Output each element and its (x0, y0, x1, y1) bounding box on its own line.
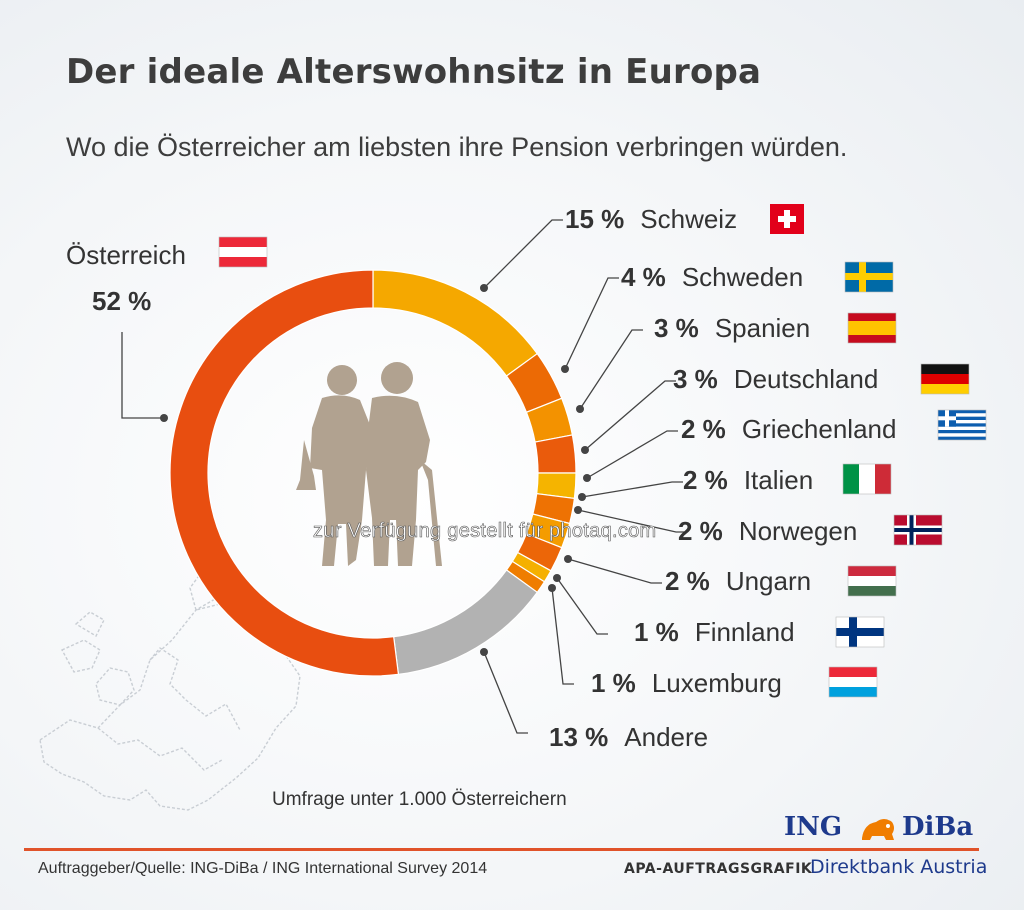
label-austria-name: Österreich (66, 240, 186, 270)
leader-line-schweden (564, 277, 619, 370)
label-value-italien: 2 % (683, 465, 728, 495)
slice-deutschland (534, 434, 577, 474)
ing-diba-logo: ING DiBa (784, 812, 984, 848)
chart-title: Der ideale Alterswohnsitz in Europa (66, 52, 762, 92)
sweden-flag (844, 261, 894, 293)
label-name-norwegen: Norwegen (739, 516, 858, 546)
label-name-finnland: Finnland (695, 617, 795, 647)
leader-line-ungarn (567, 558, 662, 584)
label-deutschland: 3 % Deutschland (673, 364, 878, 394)
slice-andere (393, 569, 539, 676)
chart-subtitle: Wo die Österreicher am liebsten ihre Pen… (66, 132, 848, 162)
label-value-spanien: 3 % (654, 313, 699, 343)
leader-line-andere (483, 651, 528, 734)
brand-ing: ING (784, 812, 843, 842)
leader-line-norwegen (577, 509, 687, 533)
germany-flag (920, 363, 970, 395)
label-name-schweden: Schweden (682, 262, 803, 292)
italy-flag (842, 463, 892, 495)
label-value-schweiz: 15 % (565, 204, 624, 234)
label-name-schweiz: Schweiz (640, 204, 737, 234)
label-value-griechenland: 2 % (681, 414, 726, 444)
label-name-andere: Andere (624, 722, 708, 752)
label-italien: 2 % Italien (683, 465, 813, 495)
norway-flag (893, 514, 943, 546)
brand-subline: Direktbank Austria (810, 856, 988, 878)
slice-labels: 15 % Schweiz 4 % Schweden 3 % Spanien 3 % Deuts… (549, 204, 896, 752)
label-luxemburg: 1 % Luxemburg (591, 668, 782, 698)
label-value-deutschland: 3 % (673, 364, 718, 394)
slice-schweiz (372, 269, 539, 377)
label-ungarn: 2 % Ungarn (665, 566, 811, 596)
label-finnland: 1 % Finnland (634, 617, 795, 647)
label-name-spanien: Spanien (715, 313, 810, 343)
flags (218, 204, 987, 698)
donut-slices (169, 269, 577, 677)
label-value-andere: 13 % (549, 722, 608, 752)
leader-line-italien (581, 481, 683, 498)
hungary-flag (847, 565, 897, 597)
label-schweden: 4 % Schweden (621, 262, 803, 292)
leader-line-luxemburg (551, 587, 574, 685)
leader-line-finnland (556, 577, 608, 635)
label-name-italien: Italien (744, 465, 813, 495)
spain-flag (847, 312, 897, 344)
elderly-couple-icon (296, 362, 442, 566)
finland-flag (835, 616, 885, 648)
greece-flag (937, 409, 987, 441)
brand-diba: DiBa (902, 812, 974, 842)
leader-line-schweiz (483, 219, 563, 289)
label-norwegen: 2 % Norwegen (678, 516, 857, 546)
leader-line-österreich (121, 332, 164, 419)
luxembourg-flag (828, 666, 878, 698)
label-name-griechenland: Griechenland (742, 414, 897, 444)
leader-line-spanien (579, 329, 643, 410)
label-value-norwegen: 2 % (678, 516, 723, 546)
label-name-luxemburg: Luxemburg (652, 668, 782, 698)
label-andere: 13 % Andere (549, 722, 708, 752)
footer-divider (24, 848, 979, 851)
leader-lines (121, 219, 687, 734)
label-value-ungarn: 2 % (665, 566, 710, 596)
leader-line-griechenland (586, 430, 678, 479)
label-austria-pct: 52 % (92, 286, 151, 316)
label-value-luxemburg: 1 % (591, 668, 636, 698)
source-note: Auftraggeber/Quelle: ING-DiBa / ING Inte… (38, 860, 488, 877)
slice-österreich (169, 269, 400, 677)
survey-note: Umfrage unter 1.000 Österreichern (272, 789, 567, 810)
label-name-ungarn: Ungarn (726, 566, 811, 596)
watermark: zur Verfügung gestellt für photaq.com (313, 520, 657, 543)
switzerland-flag (770, 204, 804, 234)
leader-line-deutschland (584, 380, 676, 451)
apa-credit: APA-AUFTRAGSGRAFIK (624, 861, 813, 877)
lion-icon (862, 819, 894, 840)
label-schweiz: 15 % Schweiz (565, 204, 737, 234)
austria-flag (218, 236, 268, 268)
label-griechenland: 2 % Griechenland (681, 414, 896, 444)
label-name-deutschland: Deutschland (734, 364, 879, 394)
label-spanien: 3 % Spanien (654, 313, 810, 343)
label-value-finnland: 1 % (634, 617, 679, 647)
label-value-schweden: 4 % (621, 262, 666, 292)
